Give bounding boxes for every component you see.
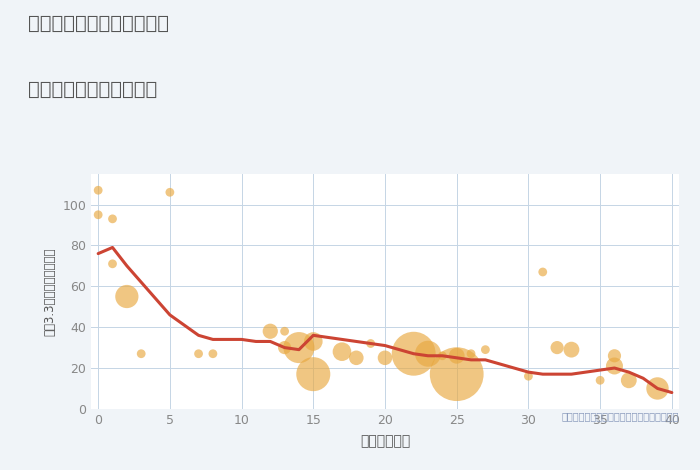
Point — [451, 352, 462, 360]
Point — [365, 340, 377, 347]
Point — [136, 350, 147, 358]
Point — [408, 350, 419, 358]
Point — [279, 344, 290, 352]
Point — [193, 350, 204, 358]
Point — [279, 328, 290, 335]
Point — [92, 211, 104, 219]
Point — [437, 352, 448, 360]
Point — [594, 376, 606, 384]
Point — [308, 338, 319, 345]
Text: 円の大きさは、取引のあった物件面積を示す: 円の大きさは、取引のあった物件面積を示す — [561, 411, 679, 421]
Point — [379, 354, 391, 361]
Point — [107, 215, 118, 223]
Point — [466, 350, 477, 358]
Y-axis label: 坪（3.3㎡）単価（万円）: 坪（3.3㎡）単価（万円） — [43, 247, 57, 336]
Point — [480, 346, 491, 353]
Point — [265, 328, 276, 335]
Point — [652, 385, 663, 392]
Point — [351, 354, 362, 361]
Text: 岐阜県土岐市土岐口北町の: 岐阜県土岐市土岐口北町の — [28, 14, 169, 33]
Point — [207, 350, 218, 358]
Point — [451, 370, 462, 378]
Point — [552, 344, 563, 352]
Point — [308, 370, 319, 378]
Point — [337, 348, 348, 355]
Point — [164, 188, 176, 196]
Point — [121, 293, 132, 300]
Point — [92, 187, 104, 194]
Point — [422, 350, 433, 358]
Point — [107, 260, 118, 267]
Point — [609, 352, 620, 360]
Point — [523, 372, 534, 380]
Text: 築年数別中古戸建て価格: 築年数別中古戸建て価格 — [28, 80, 158, 99]
Point — [566, 346, 577, 353]
X-axis label: 築年数（年）: 築年数（年） — [360, 434, 410, 448]
Point — [609, 362, 620, 370]
Point — [537, 268, 548, 276]
Point — [293, 344, 304, 352]
Point — [623, 376, 634, 384]
